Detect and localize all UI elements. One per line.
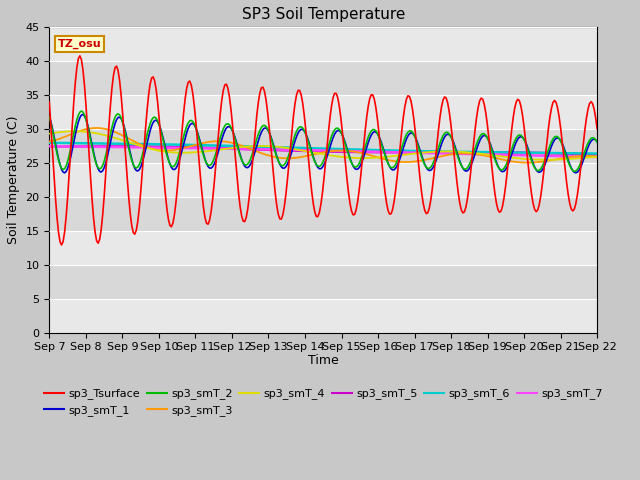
sp3_Tsurface — [593, 126, 601, 132]
Bar — [49, 197, 597, 231]
Legend: sp3_Tsurface, sp3_smT_1, sp3_smT_2, sp3_smT_3, sp3_smT_4, sp3_smT_5, sp3_smT_6, : sp3_Tsurface, sp3_smT_1, sp3_smT_2, sp3_… — [40, 384, 607, 420]
sp3_Tsurface — [212, 163, 220, 169]
sp3_smT_2 — [593, 140, 601, 145]
sp3_smT_3 — [114, 131, 122, 136]
sp3_smT_4 — [566, 156, 573, 162]
sp3_smT_4 — [543, 157, 550, 163]
sp3_smT_2 — [564, 159, 572, 165]
sp3_smT_2 — [211, 156, 218, 161]
sp3_smT_6 — [285, 144, 292, 150]
Bar — [49, 265, 597, 299]
sp3_smT_1 — [287, 153, 294, 159]
sp3_smT_5 — [238, 146, 246, 152]
Line: sp3_smT_5: sp3_smT_5 — [49, 146, 597, 155]
sp3_smT_1 — [238, 156, 246, 162]
Y-axis label: Soil Temperature (C): Soil Temperature (C) — [7, 116, 20, 244]
sp3_smT_3 — [93, 125, 100, 131]
sp3_smT_3 — [566, 154, 573, 160]
sp3_smT_1 — [79, 112, 87, 118]
sp3_Tsurface — [566, 200, 573, 206]
sp3_smT_4 — [114, 136, 122, 142]
sp3_smT_1 — [228, 128, 236, 133]
sp3_smT_3 — [593, 154, 601, 159]
sp3_smT_3 — [238, 143, 246, 148]
Bar — [49, 231, 597, 265]
sp3_smT_3 — [228, 140, 236, 146]
sp3_Tsurface — [58, 242, 65, 248]
sp3_Tsurface — [116, 77, 124, 83]
sp3_smT_7 — [285, 147, 292, 153]
sp3_smT_2 — [45, 114, 53, 120]
Title: SP3 Soil Temperature: SP3 Soil Temperature — [241, 7, 405, 22]
sp3_smT_3 — [523, 160, 531, 166]
sp3_smT_2 — [238, 157, 246, 163]
sp3_smT_1 — [593, 139, 601, 144]
sp3_smT_5 — [287, 148, 294, 154]
Line: sp3_Tsurface: sp3_Tsurface — [49, 56, 597, 245]
Bar — [49, 299, 597, 333]
Bar — [49, 95, 597, 129]
Bar — [49, 61, 597, 95]
sp3_smT_7 — [45, 143, 53, 149]
sp3_smT_2 — [570, 168, 578, 174]
sp3_smT_2 — [228, 128, 236, 133]
sp3_smT_2 — [287, 147, 294, 153]
sp3_smT_6 — [45, 140, 53, 146]
sp3_smT_6 — [563, 150, 570, 156]
sp3_smT_2 — [114, 111, 122, 117]
sp3_smT_4 — [287, 145, 294, 151]
sp3_smT_2 — [77, 108, 85, 114]
sp3_smT_7 — [113, 144, 120, 150]
sp3_smT_6 — [593, 151, 601, 156]
sp3_smT_5 — [564, 151, 572, 156]
sp3_smT_4 — [72, 128, 79, 134]
sp3_smT_7 — [209, 145, 216, 151]
sp3_smT_5 — [228, 146, 236, 152]
sp3_smT_5 — [90, 144, 97, 149]
sp3_smT_1 — [114, 115, 122, 120]
Line: sp3_smT_3: sp3_smT_3 — [49, 128, 597, 163]
sp3_smT_4 — [238, 144, 246, 150]
sp3_smT_4 — [228, 145, 236, 151]
sp3_Tsurface — [239, 218, 247, 224]
sp3_smT_3 — [211, 138, 218, 144]
Line: sp3_smT_2: sp3_smT_2 — [49, 111, 597, 171]
sp3_smT_6 — [227, 143, 235, 149]
Bar — [49, 27, 597, 61]
Bar — [49, 163, 597, 197]
Line: sp3_smT_4: sp3_smT_4 — [49, 131, 597, 160]
sp3_Tsurface — [230, 139, 238, 144]
sp3_smT_1 — [564, 157, 572, 163]
sp3_smT_7 — [563, 153, 570, 159]
Line: sp3_smT_6: sp3_smT_6 — [49, 143, 597, 154]
sp3_smT_7 — [236, 146, 244, 152]
X-axis label: Time: Time — [308, 354, 339, 367]
sp3_smT_6 — [236, 143, 244, 149]
sp3_smT_7 — [593, 154, 601, 160]
Bar — [49, 129, 597, 163]
sp3_smT_4 — [45, 131, 53, 137]
Line: sp3_smT_1: sp3_smT_1 — [49, 115, 597, 173]
sp3_smT_7 — [227, 146, 235, 152]
sp3_smT_3 — [287, 156, 294, 161]
sp3_Tsurface — [288, 127, 296, 133]
sp3_smT_3 — [45, 139, 53, 144]
sp3_smT_5 — [45, 144, 53, 149]
sp3_Tsurface — [45, 99, 53, 105]
sp3_Tsurface — [76, 53, 84, 59]
sp3_smT_1 — [572, 170, 580, 176]
sp3_smT_5 — [593, 152, 601, 157]
sp3_smT_5 — [211, 145, 218, 151]
sp3_smT_6 — [209, 143, 216, 148]
sp3_smT_6 — [113, 141, 120, 146]
Line: sp3_smT_7: sp3_smT_7 — [49, 146, 597, 157]
sp3_smT_4 — [211, 147, 218, 153]
sp3_smT_4 — [593, 154, 601, 160]
Text: TZ_osu: TZ_osu — [58, 39, 101, 49]
sp3_smT_1 — [211, 161, 218, 167]
sp3_smT_5 — [114, 144, 122, 149]
sp3_smT_1 — [45, 114, 53, 120]
